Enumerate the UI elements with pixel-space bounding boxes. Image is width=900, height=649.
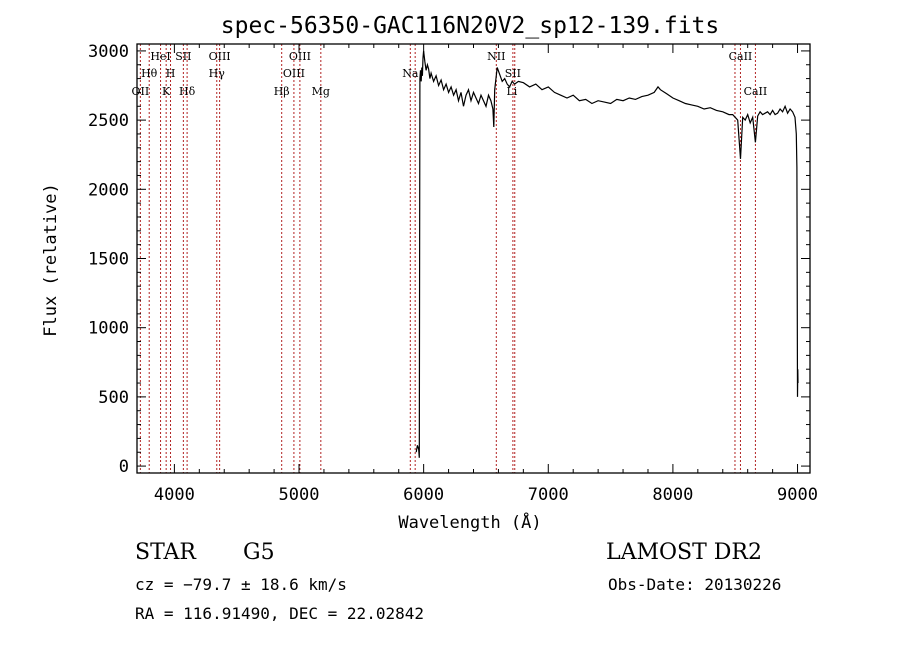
y-tick-label-4: 2000 xyxy=(88,180,129,200)
y-tick-label-0: 0 xyxy=(119,457,129,477)
line-label-4: H xyxy=(166,67,176,80)
y-tick-label-6: 3000 xyxy=(88,42,129,62)
line-label-8: Hγ xyxy=(209,67,226,80)
x-tick-label-4: 8000 xyxy=(652,485,693,505)
x-tick-label-5: 9000 xyxy=(777,485,818,505)
line-label-13: Na xyxy=(402,67,419,80)
line-label-11: OIII xyxy=(289,50,311,63)
line-label-2: HeI xyxy=(150,50,170,63)
marker-lines xyxy=(139,44,756,473)
y-tick-label-2: 1000 xyxy=(88,319,129,339)
line-label-17: CaII xyxy=(729,50,753,63)
line-label-9: Hβ xyxy=(274,85,290,98)
spectrum-series xyxy=(415,50,799,458)
y-axis-label: Flux (relative) xyxy=(41,183,61,337)
line-label-3: K xyxy=(162,85,171,98)
x-tick-label-2: 6000 xyxy=(403,485,444,505)
x-axis-label: Wavelength (Å) xyxy=(398,511,541,533)
line-label-18: CaII xyxy=(744,85,768,98)
line-label-16: Li xyxy=(506,85,517,98)
x-tick-label-0: 4000 xyxy=(154,485,195,505)
redshift-line: cz = −79.7 ± 18.6 km/s xyxy=(135,575,347,594)
object-subclass: G5 xyxy=(243,540,275,565)
x-tick-label-3: 7000 xyxy=(528,485,569,505)
line-label-6: Hδ xyxy=(179,85,196,98)
y-tick-label-1: 500 xyxy=(98,388,129,408)
object-class: STAR xyxy=(135,540,196,565)
x-tick-label-1: 5000 xyxy=(279,485,320,505)
line-label-10: OIII xyxy=(283,67,305,80)
line-label-5: SII xyxy=(175,50,191,63)
y-tick-label-3: 1500 xyxy=(88,250,129,270)
line-label-7: OIII xyxy=(209,50,231,63)
observation-date: Obs-Date: 20130226 xyxy=(608,575,782,594)
line-label-1: Hθ xyxy=(141,67,158,80)
axis-ticks: 4000 5000 6000 7000 8000 9000 0 500 1000 1500 2000… xyxy=(88,42,818,505)
line-label-12: Mg xyxy=(312,85,330,98)
chart-title: spec-56350-GAC116N20V2_sp12-139.fits xyxy=(221,13,720,39)
coordinates: RA = 116.91490, DEC = 22.02842 xyxy=(135,604,424,623)
y-tick-label-5: 2500 xyxy=(88,111,129,131)
survey-name: LAMOST DR2 xyxy=(606,540,762,565)
line-label-14: NII xyxy=(487,50,505,63)
line-label-15: SII xyxy=(505,67,521,80)
line-labels: OIIHθHeIKHSIIHδOIIIHγHβOIIIOIIIMgNaNIISI… xyxy=(132,50,768,98)
line-label-0: OII xyxy=(132,85,150,98)
